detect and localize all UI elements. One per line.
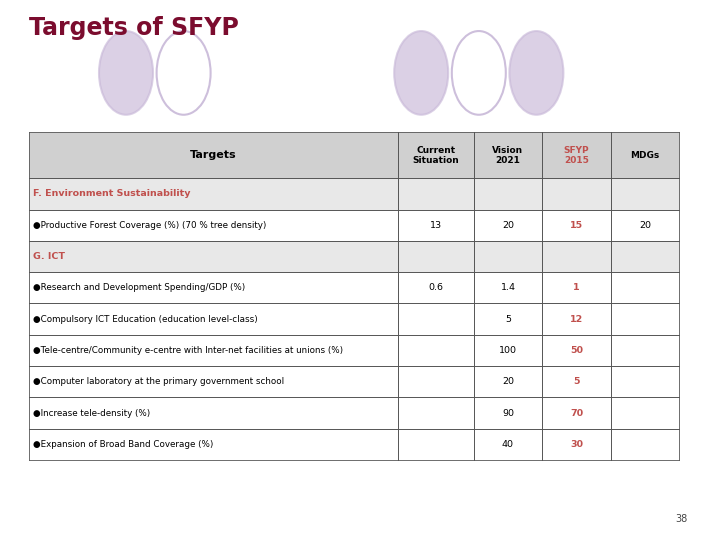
Text: 50: 50 (570, 346, 583, 355)
Text: 13: 13 (430, 221, 442, 230)
Text: ●Computer laboratory at the primary government school: ●Computer laboratory at the primary gove… (33, 377, 284, 386)
Text: Targets: Targets (190, 150, 237, 160)
Text: ●Expansion of Broad Band Coverage (%): ●Expansion of Broad Band Coverage (%) (33, 440, 214, 449)
Text: 70: 70 (570, 409, 583, 417)
Text: 30: 30 (570, 440, 583, 449)
Text: 100: 100 (499, 346, 517, 355)
Text: ●Tele-centre/Community e-centre with Inter-net facilities at unions (%): ●Tele-centre/Community e-centre with Int… (33, 346, 343, 355)
Text: F. Environment Sustainability: F. Environment Sustainability (33, 190, 191, 198)
Text: Current
Situation: Current Situation (413, 146, 459, 165)
Text: 40: 40 (502, 440, 514, 449)
Text: 5: 5 (573, 377, 580, 386)
Text: 15: 15 (570, 221, 583, 230)
Text: 90: 90 (502, 409, 514, 417)
Text: 5: 5 (505, 315, 511, 323)
Text: 1.4: 1.4 (500, 284, 516, 292)
Text: MDGs: MDGs (631, 151, 660, 160)
Text: G. ICT: G. ICT (33, 252, 65, 261)
Text: ●Increase tele-density (%): ●Increase tele-density (%) (33, 409, 150, 417)
Text: Vision
2021: Vision 2021 (492, 146, 523, 165)
Text: ●Compulsory ICT Education (education level-class): ●Compulsory ICT Education (education lev… (33, 315, 258, 323)
Text: ●Research and Development Spending/GDP (%): ●Research and Development Spending/GDP (… (33, 284, 246, 292)
Text: 38: 38 (675, 514, 688, 524)
Text: 20: 20 (639, 221, 651, 230)
Text: 20: 20 (502, 377, 514, 386)
Text: 1: 1 (573, 284, 580, 292)
Text: 20: 20 (502, 221, 514, 230)
Text: 12: 12 (570, 315, 583, 323)
Text: Targets of SFYP: Targets of SFYP (29, 16, 238, 40)
Text: ●Productive Forest Coverage (%) (70 % tree density): ●Productive Forest Coverage (%) (70 % tr… (33, 221, 266, 230)
Text: 0.6: 0.6 (428, 284, 444, 292)
Text: SFYP
2015: SFYP 2015 (564, 146, 590, 165)
